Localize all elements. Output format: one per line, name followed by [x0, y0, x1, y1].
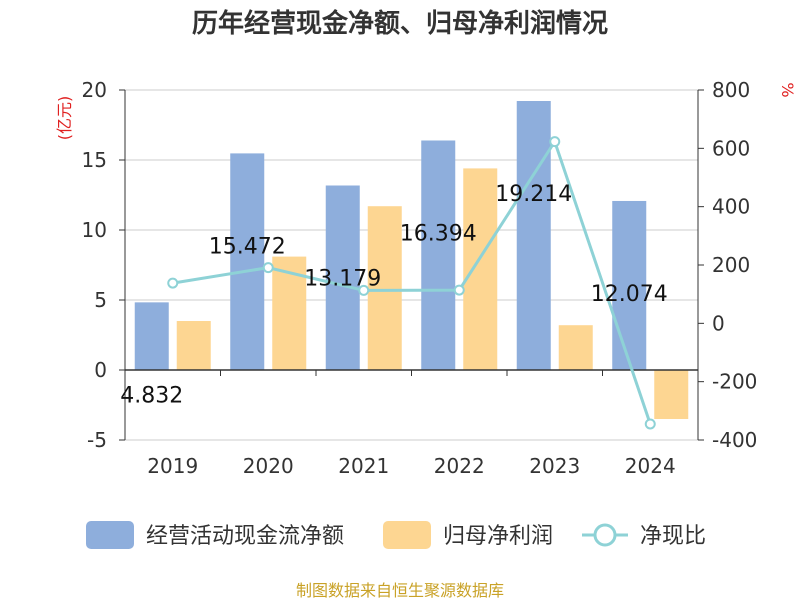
bar-net-profit[interactable] [654, 370, 689, 419]
left-tick-label: 15 [82, 148, 107, 172]
left-axis-unit: (亿元) [55, 96, 74, 141]
source-note: 制图数据来自恒生聚源数据库 [296, 581, 504, 600]
left-tick-label: 20 [82, 78, 107, 102]
left-tick-label: 5 [94, 288, 107, 312]
ratio-point[interactable] [262, 262, 274, 274]
right-tick-label: 800 [712, 78, 750, 102]
legend-label-ratio: 净现比 [640, 524, 706, 549]
bar-net-profit[interactable] [367, 206, 402, 370]
data-label: 16.394 [400, 221, 477, 246]
tick-labels: 20 15 10 5 0 -5 800 600 400 200 0 -200 -400 2019 2020 2… [82, 78, 758, 478]
x-tick-label: 2024 [625, 454, 676, 478]
legend-item-net-profit[interactable]: 归母净利润 [383, 521, 553, 549]
legend-item-ratio[interactable]: 净现比 [582, 523, 706, 549]
x-tick-label: 2021 [338, 454, 389, 478]
left-tick-label: 0 [94, 358, 107, 382]
data-label: 19.214 [495, 182, 572, 207]
bar-cashflow[interactable] [325, 185, 360, 370]
legend-item-cashflow[interactable]: 经营活动现金流净额 [86, 521, 344, 549]
x-tick-label: 2020 [243, 454, 294, 478]
data-label: 4.832 [120, 383, 183, 408]
legend: 经营活动现金流净额 归母净利润 净现比 [86, 521, 706, 549]
x-tick-label: 2022 [434, 454, 485, 478]
left-tick-label: -5 [87, 428, 107, 452]
data-labels: 4.832 15.472 13.179 16.394 19.214 12.074 [120, 182, 667, 408]
bar-cashflow[interactable] [421, 140, 456, 370]
right-tick-label: 200 [712, 253, 750, 277]
x-tick-label: 2023 [529, 454, 580, 478]
bar-cashflow[interactable] [516, 101, 551, 370]
grid-lines [125, 89, 698, 441]
ratio-point[interactable] [644, 418, 656, 430]
ratio-line [167, 136, 656, 430]
data-label: 12.074 [591, 282, 668, 307]
right-tick-label: -200 [712, 370, 757, 394]
right-tick-label: -400 [712, 428, 757, 452]
data-label: 13.179 [304, 266, 381, 291]
ratio-point[interactable] [167, 277, 179, 289]
bar-net-profit[interactable] [558, 325, 593, 370]
ratio-polyline [172, 138, 652, 425]
ratio-point[interactable] [453, 284, 465, 296]
bar-net-profit[interactable] [463, 168, 498, 370]
legend-label-net-profit: 归母净利润 [443, 524, 553, 549]
bar-cashflow[interactable] [134, 302, 169, 370]
left-tick-label: 10 [82, 218, 107, 242]
data-label: 15.472 [209, 234, 286, 259]
bar-cashflow[interactable] [612, 200, 647, 370]
legend-swatch-net-profit [383, 521, 431, 549]
bar-cashflow[interactable] [230, 153, 265, 370]
bars [134, 101, 689, 419]
x-tick-label: 2019 [147, 454, 198, 478]
legend-swatch-cashflow [86, 521, 134, 549]
right-axis-unit: % [778, 82, 797, 97]
right-tick-label: 400 [712, 195, 750, 219]
right-tick-label: 600 [712, 136, 750, 160]
axes [119, 89, 704, 441]
legend-marker-ratio [593, 523, 617, 547]
bar-net-profit[interactable] [176, 321, 211, 370]
chart-title: 历年经营现金净额、归母净利润情况 [192, 8, 608, 39]
ratio-point[interactable] [549, 136, 561, 148]
right-tick-label: 0 [712, 311, 725, 335]
legend-label-cashflow: 经营活动现金流净额 [146, 524, 344, 549]
ratio-point[interactable] [358, 284, 370, 296]
